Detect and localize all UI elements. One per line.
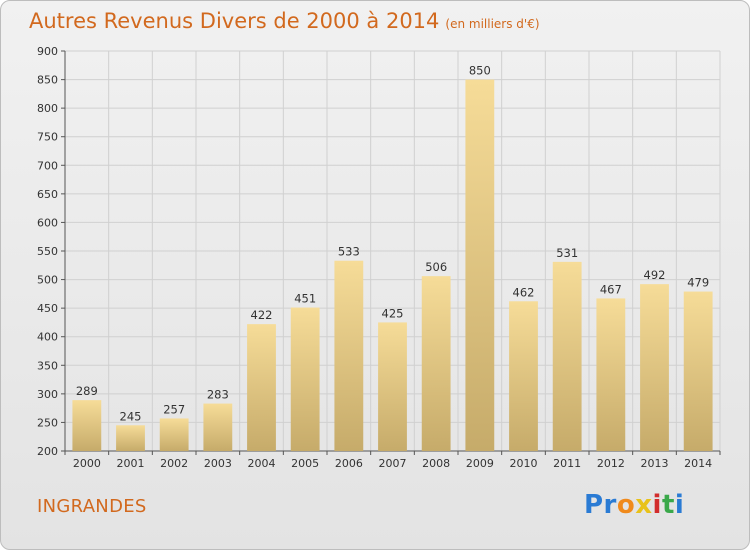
x-tick-label: 2004 bbox=[248, 457, 276, 470]
data-label: 257 bbox=[163, 402, 185, 416]
x-tick-label: 2005 bbox=[291, 457, 319, 470]
data-label: 531 bbox=[556, 246, 578, 260]
data-label: 850 bbox=[469, 64, 491, 78]
bar bbox=[421, 276, 451, 451]
x-tick-label: 2008 bbox=[422, 457, 450, 470]
chart-title: Autres Revenus Divers de 2000 à 2014 (en … bbox=[29, 9, 540, 33]
data-label: 462 bbox=[513, 285, 535, 299]
x-tick-label: 2006 bbox=[335, 457, 363, 470]
y-tick-label: 400 bbox=[37, 331, 58, 344]
x-tick-label: 2014 bbox=[684, 457, 712, 470]
logo-part: x bbox=[635, 490, 653, 520]
bar bbox=[334, 260, 364, 451]
chart-subtitle: (en milliers d'€) bbox=[445, 17, 540, 31]
data-label: 479 bbox=[687, 276, 709, 290]
logo-part: o bbox=[616, 490, 636, 520]
bar bbox=[247, 324, 276, 451]
y-tick-label: 200 bbox=[37, 445, 58, 458]
x-tick-label: 2009 bbox=[466, 457, 494, 470]
bars bbox=[72, 79, 713, 452]
y-tick-label: 700 bbox=[37, 159, 58, 172]
x-tick-label: 2012 bbox=[597, 457, 625, 470]
data-label: 422 bbox=[251, 308, 273, 322]
bar bbox=[683, 291, 713, 451]
y-tick-label: 900 bbox=[37, 45, 58, 58]
data-label: 245 bbox=[120, 409, 142, 423]
bar bbox=[72, 400, 102, 451]
y-tick-label: 450 bbox=[37, 302, 58, 315]
data-label: 492 bbox=[644, 268, 666, 282]
logo-part: i bbox=[652, 490, 662, 520]
x-tick-label: 2007 bbox=[379, 457, 407, 470]
x-tick-label: 2010 bbox=[510, 457, 538, 470]
logo-part: i bbox=[674, 490, 685, 520]
x-tick-label: 2001 bbox=[117, 457, 145, 470]
data-label: 533 bbox=[338, 245, 360, 259]
y-tick-label: 750 bbox=[37, 131, 58, 144]
place-name: INGRANDES bbox=[37, 496, 147, 517]
bar bbox=[378, 322, 407, 451]
proxiti-logo: Proxiti bbox=[584, 490, 684, 520]
bar bbox=[203, 403, 233, 451]
bar bbox=[159, 418, 189, 451]
labels: 200 250 300 350 400 450 500 550 600 650 700 750 800 8… bbox=[37, 45, 712, 470]
data-label: 425 bbox=[382, 306, 404, 320]
x-tick-label: 2000 bbox=[73, 457, 101, 470]
data-label: 467 bbox=[600, 282, 622, 296]
logo-part: Pr bbox=[584, 490, 617, 520]
data-label: 506 bbox=[425, 260, 447, 274]
bar bbox=[552, 261, 582, 451]
bar bbox=[116, 425, 145, 451]
y-tick-label: 500 bbox=[37, 274, 58, 287]
y-tick-label: 300 bbox=[37, 388, 58, 401]
bar bbox=[640, 284, 669, 451]
y-tick-label: 650 bbox=[37, 188, 58, 201]
y-tick-label: 350 bbox=[37, 359, 58, 372]
x-tick-label: 2011 bbox=[553, 457, 581, 470]
data-label: 283 bbox=[207, 388, 229, 402]
x-tick-label: 2013 bbox=[641, 457, 669, 470]
y-tick-label: 800 bbox=[37, 102, 58, 115]
x-tick-label: 2003 bbox=[204, 457, 232, 470]
data-label: 451 bbox=[294, 292, 316, 306]
y-tick-label: 850 bbox=[37, 74, 58, 87]
y-tick-label: 250 bbox=[37, 416, 58, 429]
data-label: 289 bbox=[76, 384, 98, 398]
x-tick-label: 2002 bbox=[160, 457, 188, 470]
y-tick-label: 600 bbox=[37, 216, 58, 229]
chart-title-text: Autres Revenus Divers de 2000 à 2014 bbox=[29, 9, 440, 33]
logo-part: t bbox=[661, 490, 675, 520]
bar bbox=[290, 307, 320, 451]
bar bbox=[465, 79, 495, 452]
y-tick-label: 550 bbox=[37, 245, 58, 258]
bar bbox=[596, 298, 626, 451]
bar bbox=[509, 301, 538, 451]
